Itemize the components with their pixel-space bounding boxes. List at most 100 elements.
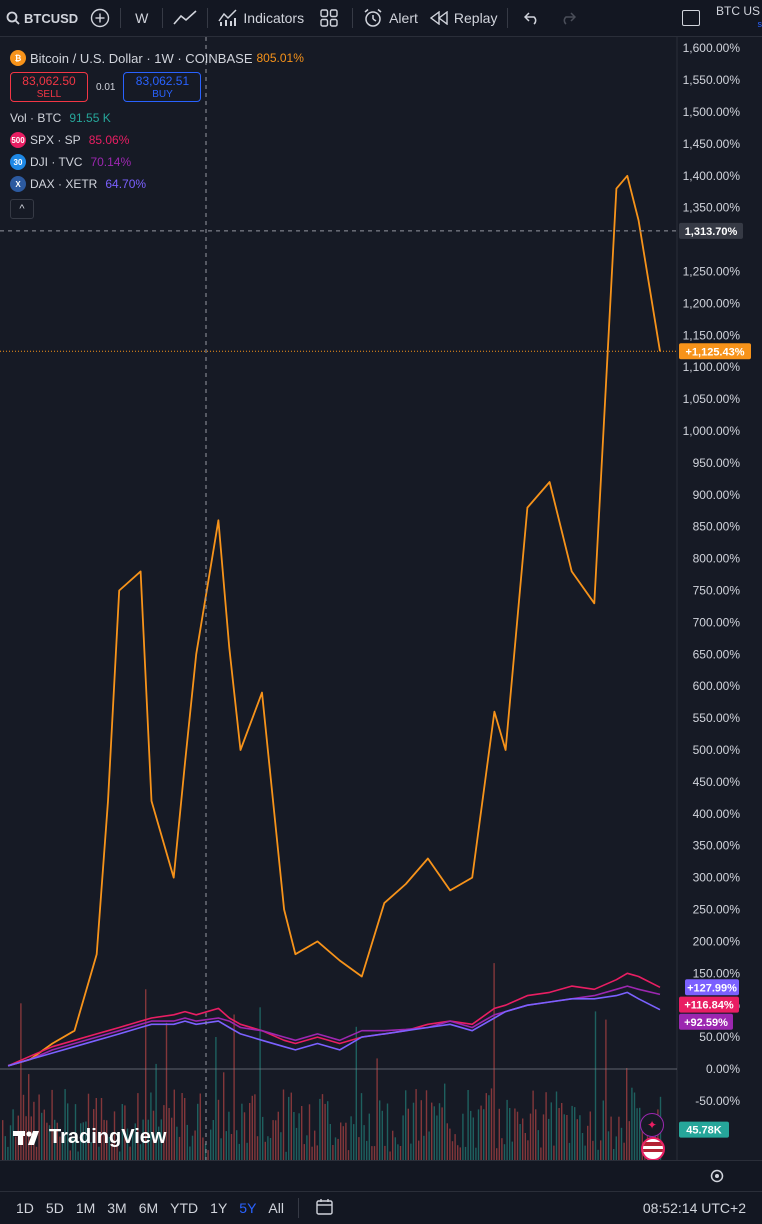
indicators-label: Indicators [243, 10, 305, 26]
volume-bar [207, 1150, 209, 1160]
goto-date-button[interactable] [303, 1198, 347, 1219]
chart-type-button[interactable] [167, 0, 203, 36]
volume-bar [584, 1145, 586, 1160]
range-button-1y[interactable]: 1Y [210, 1200, 228, 1216]
volume-bar [483, 1109, 485, 1160]
redo-button[interactable] [552, 0, 584, 36]
volume-bar [571, 1105, 573, 1160]
volume-bar [353, 1124, 355, 1160]
range-button-1d[interactable]: 1D [16, 1200, 34, 1216]
toolbar-divider [507, 8, 509, 28]
volume-bar [514, 1108, 516, 1160]
watermark-text: TradingView [49, 1126, 167, 1148]
volume-bar [392, 1130, 394, 1160]
undo-button[interactable] [512, 0, 552, 36]
range-button-ytd[interactable]: YTD [170, 1200, 199, 1216]
alert-button[interactable]: Alert [357, 0, 424, 36]
volume-bar [485, 1093, 487, 1160]
volume-bar [597, 1149, 599, 1160]
range-button-1m[interactable]: 1M [75, 1200, 96, 1216]
main-series-legend[interactable]: ₿ Bitcoin / U.S. Dollar · 1W · COINBASE … [10, 47, 304, 69]
clock-display[interactable]: 08:52:14 UTC+2 [642, 1200, 746, 1216]
volume-bar [529, 1113, 532, 1160]
volume-bar [173, 1089, 175, 1160]
volume-bar [241, 1103, 243, 1160]
volume-bar [488, 1095, 490, 1160]
plus-circle-icon [90, 8, 110, 28]
sell-button[interactable]: 83,062.50 SELL [10, 72, 88, 102]
volume-bar [410, 1143, 412, 1160]
volume-bar [269, 1138, 272, 1160]
replay-button[interactable]: Replay [424, 0, 504, 36]
compare-add-button[interactable] [84, 0, 116, 36]
templates-button[interactable] [310, 0, 348, 36]
volume-bar [38, 1094, 40, 1160]
volume-bar [210, 1129, 212, 1160]
volume-bar [399, 1146, 402, 1160]
buy-label: BUY [152, 89, 173, 100]
time-axis[interactable] [0, 1160, 762, 1191]
volume-bar [4, 1136, 6, 1160]
btc-last-label: +1,125.43% [685, 346, 744, 358]
volume-bar [451, 1141, 454, 1160]
dax-legend[interactable]: X DAX · XETR 64.70% [10, 173, 304, 195]
checkbox-icon[interactable] [682, 10, 700, 26]
buy-button[interactable]: 83,062.51 BUY [123, 72, 202, 102]
toolbar-right: BTC US s [682, 0, 762, 36]
volume-bar [100, 1098, 103, 1160]
indicators-button[interactable]: Indicators [212, 0, 310, 36]
volume-bar [511, 1141, 513, 1160]
volume-bar [220, 1138, 222, 1160]
watchlist-symbol-sub: s [757, 19, 762, 29]
watchlist-symbol[interactable]: BTC US s [716, 5, 762, 31]
volume-bar [295, 1127, 298, 1160]
volume-bar [178, 1136, 181, 1160]
range-button-3m[interactable]: 3M [107, 1200, 127, 1216]
y-axis-tick-label: 450.00% [693, 775, 741, 789]
symbol-search-button[interactable]: BTCUSD [0, 0, 84, 36]
volume-bar [418, 1140, 420, 1160]
toolbar-divider [352, 8, 354, 28]
y-axis-tick-label: -50.00% [695, 1094, 740, 1108]
dji-legend[interactable]: 30 DJI · TVC 70.14% [10, 151, 304, 173]
volume-bar [85, 1121, 87, 1160]
volume-bar [64, 1089, 66, 1160]
spx-last-label: +127.99% [687, 982, 737, 994]
volume-bar [41, 1112, 43, 1160]
volume-bar [496, 1148, 498, 1160]
volume-legend[interactable]: Vol · BTC 91.55 K [10, 107, 304, 129]
interval-button[interactable]: W [125, 0, 158, 36]
range-button-all[interactable]: All [268, 1200, 284, 1216]
chart-legend: ₿ Bitcoin / U.S. Dollar · 1W · COINBASE … [10, 47, 304, 219]
volume-bar [438, 1103, 441, 1160]
volume-bar [9, 1125, 12, 1160]
volume-bar [113, 1111, 116, 1160]
ai-sparkle-icon[interactable]: ✦ [640, 1113, 664, 1137]
us-flag-icon[interactable] [641, 1137, 665, 1161]
volume-bar [77, 1151, 79, 1160]
collapse-legend-button[interactable]: ^ [10, 199, 34, 219]
spx-legend[interactable]: 500 SPX · SP 85.06% [10, 129, 304, 151]
chart-canvas[interactable]: 1,600.00% 1,550.00% 1,500.00% 1,450.00% 1,40… [0, 0, 762, 1160]
volume-bar [124, 1105, 126, 1160]
range-button-5d[interactable]: 5D [45, 1200, 64, 1216]
volume-bar [366, 1140, 368, 1160]
volume-bar [332, 1145, 334, 1160]
volume-bar [449, 1128, 451, 1160]
volume-bar [334, 1137, 337, 1160]
volume-bar [412, 1102, 415, 1160]
volume-legend-value: 91.55 K [69, 111, 111, 125]
volume-bar [540, 1147, 542, 1160]
scale-settings-button[interactable] [709, 1168, 725, 1184]
volume-bar [111, 1143, 113, 1160]
volume-bar [267, 1136, 269, 1160]
volume-last-label: 45.78K [686, 1125, 722, 1137]
range-button-5y[interactable]: 5Y [239, 1200, 257, 1216]
range-button-6m[interactable]: 6M [138, 1200, 159, 1216]
volume-bar [95, 1098, 97, 1160]
y-axis-tick-label: 1,100.00% [683, 360, 741, 374]
volume-bar [139, 1144, 142, 1160]
main-series-change: 805.01% [256, 51, 304, 65]
volume-bar [106, 1120, 108, 1160]
volume-bar [506, 1099, 508, 1160]
